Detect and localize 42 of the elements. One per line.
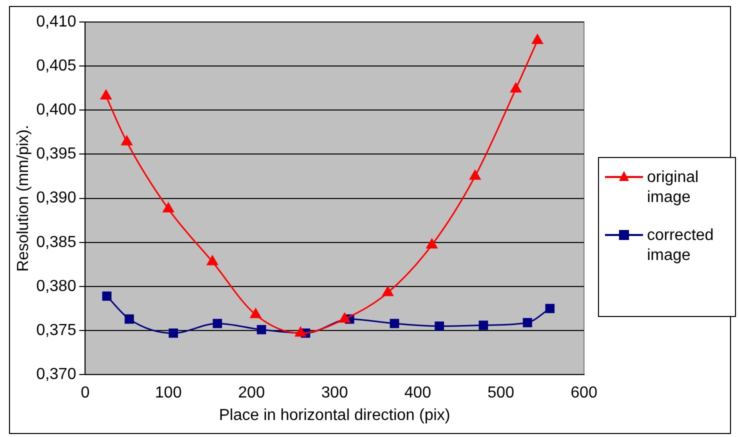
point xyxy=(124,314,134,324)
y-tick-label: 0,410 xyxy=(36,13,76,30)
point xyxy=(434,321,444,331)
point xyxy=(212,318,222,328)
point xyxy=(510,82,522,92)
point xyxy=(102,292,112,301)
x-tick-label: 500 xyxy=(488,384,514,402)
y-tick-label: 0,370 xyxy=(36,366,76,384)
point xyxy=(339,312,350,323)
point xyxy=(478,320,488,330)
y-axis-title: Resolution (mm/pix). xyxy=(15,124,32,272)
point xyxy=(470,170,481,180)
y-tick-label: 0,405 xyxy=(36,57,76,74)
x-tick-label: 300 xyxy=(321,384,348,402)
point xyxy=(390,318,400,328)
x-tick-label: 200 xyxy=(238,384,265,402)
point xyxy=(426,238,438,249)
y-tick-label: 0,380 xyxy=(36,278,76,295)
y-tick-label: 0,390 xyxy=(36,190,76,207)
legend-label: original image xyxy=(647,168,700,208)
point xyxy=(256,325,266,334)
y-tick-label: 0,385 xyxy=(36,234,76,251)
point xyxy=(532,34,543,44)
legend-label: corrected image xyxy=(647,226,715,266)
point xyxy=(545,304,555,314)
point xyxy=(522,318,532,328)
y-tick-label: 0,400 xyxy=(36,102,76,119)
point xyxy=(382,286,394,296)
point xyxy=(100,90,112,100)
point xyxy=(295,326,306,337)
x-tick-label: 0 xyxy=(80,384,90,402)
x-axis-title: Place in horizontal direction (pix) xyxy=(219,406,450,424)
point xyxy=(206,256,218,266)
point xyxy=(162,202,174,212)
x-tick-label: 400 xyxy=(404,384,432,402)
x-tick-label: 100 xyxy=(155,384,182,402)
y-tick-label: 0,375 xyxy=(36,322,76,339)
y-tick-label: 0,395 xyxy=(36,146,76,163)
x-tick-label: 600 xyxy=(570,384,598,402)
point xyxy=(168,328,178,338)
point xyxy=(250,308,262,318)
point xyxy=(121,136,132,146)
